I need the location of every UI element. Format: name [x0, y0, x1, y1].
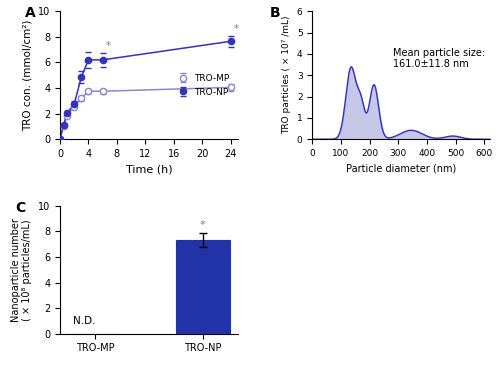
Text: *: * — [84, 60, 89, 69]
Y-axis label: Nanoparticle number
( × 10⁸ particles/mL): Nanoparticle number ( × 10⁸ particles/mL… — [11, 218, 32, 322]
Text: Mean particle size:
161.0±11.8 nm: Mean particle size: 161.0±11.8 nm — [392, 48, 484, 69]
Text: *: * — [234, 24, 238, 34]
Text: *: * — [200, 220, 205, 230]
Y-axis label: TRO con. (mmol/cm²): TRO con. (mmol/cm²) — [22, 20, 32, 131]
Legend: TRO-MP, TRO-NP: TRO-MP, TRO-NP — [174, 70, 233, 100]
X-axis label: Time (h): Time (h) — [126, 165, 172, 174]
Text: B: B — [270, 6, 280, 20]
Bar — [176, 240, 230, 334]
Y-axis label: TRO particles ( × 10⁷ /mL): TRO particles ( × 10⁷ /mL) — [282, 16, 292, 135]
X-axis label: Particle diameter (nm): Particle diameter (nm) — [346, 164, 457, 174]
Text: *: * — [106, 41, 110, 51]
Text: C: C — [16, 201, 26, 214]
Text: N.D.: N.D. — [74, 316, 96, 326]
Text: A: A — [24, 6, 35, 20]
